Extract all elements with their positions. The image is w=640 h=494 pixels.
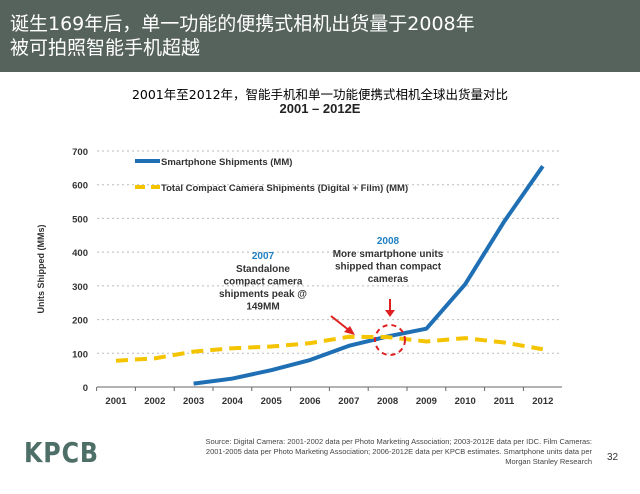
- page-number: 32: [607, 452, 619, 463]
- x-tick-label: 2001: [105, 396, 127, 407]
- series-line-smartphone: [193, 165, 545, 386]
- arrow-2007: [330, 315, 351, 332]
- annotation-text: shipped than compact: [335, 262, 442, 273]
- series-line-camera: [115, 334, 544, 363]
- y-tick-label: 600: [72, 181, 88, 192]
- annotation-year: 2008: [377, 236, 400, 247]
- y-tick-label: 500: [72, 214, 88, 225]
- source-line: 2001-2005 data per Photo Marketing Assoc…: [205, 447, 592, 456]
- annotation-year: 2007: [252, 251, 275, 262]
- x-tick-label: 2012: [532, 396, 553, 407]
- y-tick-label: 300: [72, 282, 88, 293]
- annotation-text: shipments peak @: [219, 289, 307, 300]
- source-line: Morgan Stanley Research: [505, 457, 592, 466]
- y-tick-label: 100: [72, 349, 88, 360]
- legend-label: Total Compact Camera Shipments (Digital …: [161, 183, 408, 194]
- x-tick-label: 2011: [494, 396, 515, 407]
- arrow-head-2007: [344, 326, 355, 335]
- x-tick-label: 2007: [338, 396, 359, 407]
- annotation-text: More smartphone units: [333, 249, 444, 260]
- x-tick-label: 2006: [299, 396, 320, 407]
- chart-title: 2001年至2012年，智能手机和单一功能便携式相机全球出货量对比: [131, 87, 509, 102]
- x-tick-label: 2008: [377, 396, 398, 407]
- x-tick-label: 2004: [222, 396, 244, 407]
- y-tick-label: 400: [72, 248, 88, 259]
- chart-subtitle: 2001 – 2012E: [279, 101, 361, 116]
- y-tick-label: 200: [72, 316, 88, 327]
- crossover-circle: [374, 324, 406, 356]
- x-tick-label: 2009: [416, 396, 437, 407]
- x-tick-label: 2005: [261, 396, 283, 407]
- x-tick-label: 2010: [455, 396, 476, 407]
- slide-title-line2: 被可拍照智能手机超越: [10, 37, 201, 59]
- legend-label: Smartphone Shipments (MM): [161, 157, 292, 168]
- source-line: Source: Digital Camera: 2001-2002 data p…: [205, 437, 592, 446]
- source-note: Source: Digital Camera: 2001-2002 data p…: [152, 437, 592, 467]
- annotation-text: 149MM: [246, 302, 279, 313]
- annotation-text: Standalone: [236, 264, 290, 275]
- kpcb-logo: KPCB: [24, 436, 99, 469]
- y-tick-label: 700: [72, 147, 88, 158]
- x-tick-label: 2002: [144, 396, 165, 407]
- annotation-text: compact camera: [224, 277, 303, 288]
- annotation-text: cameras: [368, 274, 409, 285]
- slide-header: 诞生169年后，单一功能的便携式相机出货量于2008年 被可拍照智能手机超越: [0, 0, 640, 72]
- x-tick-label: 2003: [183, 396, 204, 407]
- y-axis-label: Units Shipped (MMs): [36, 225, 46, 314]
- slide-title-line1: 诞生169年后，单一功能的便携式相机出货量于2008年: [10, 13, 475, 35]
- arrow-head-2008: [385, 310, 395, 317]
- y-tick-label: 0: [83, 383, 88, 394]
